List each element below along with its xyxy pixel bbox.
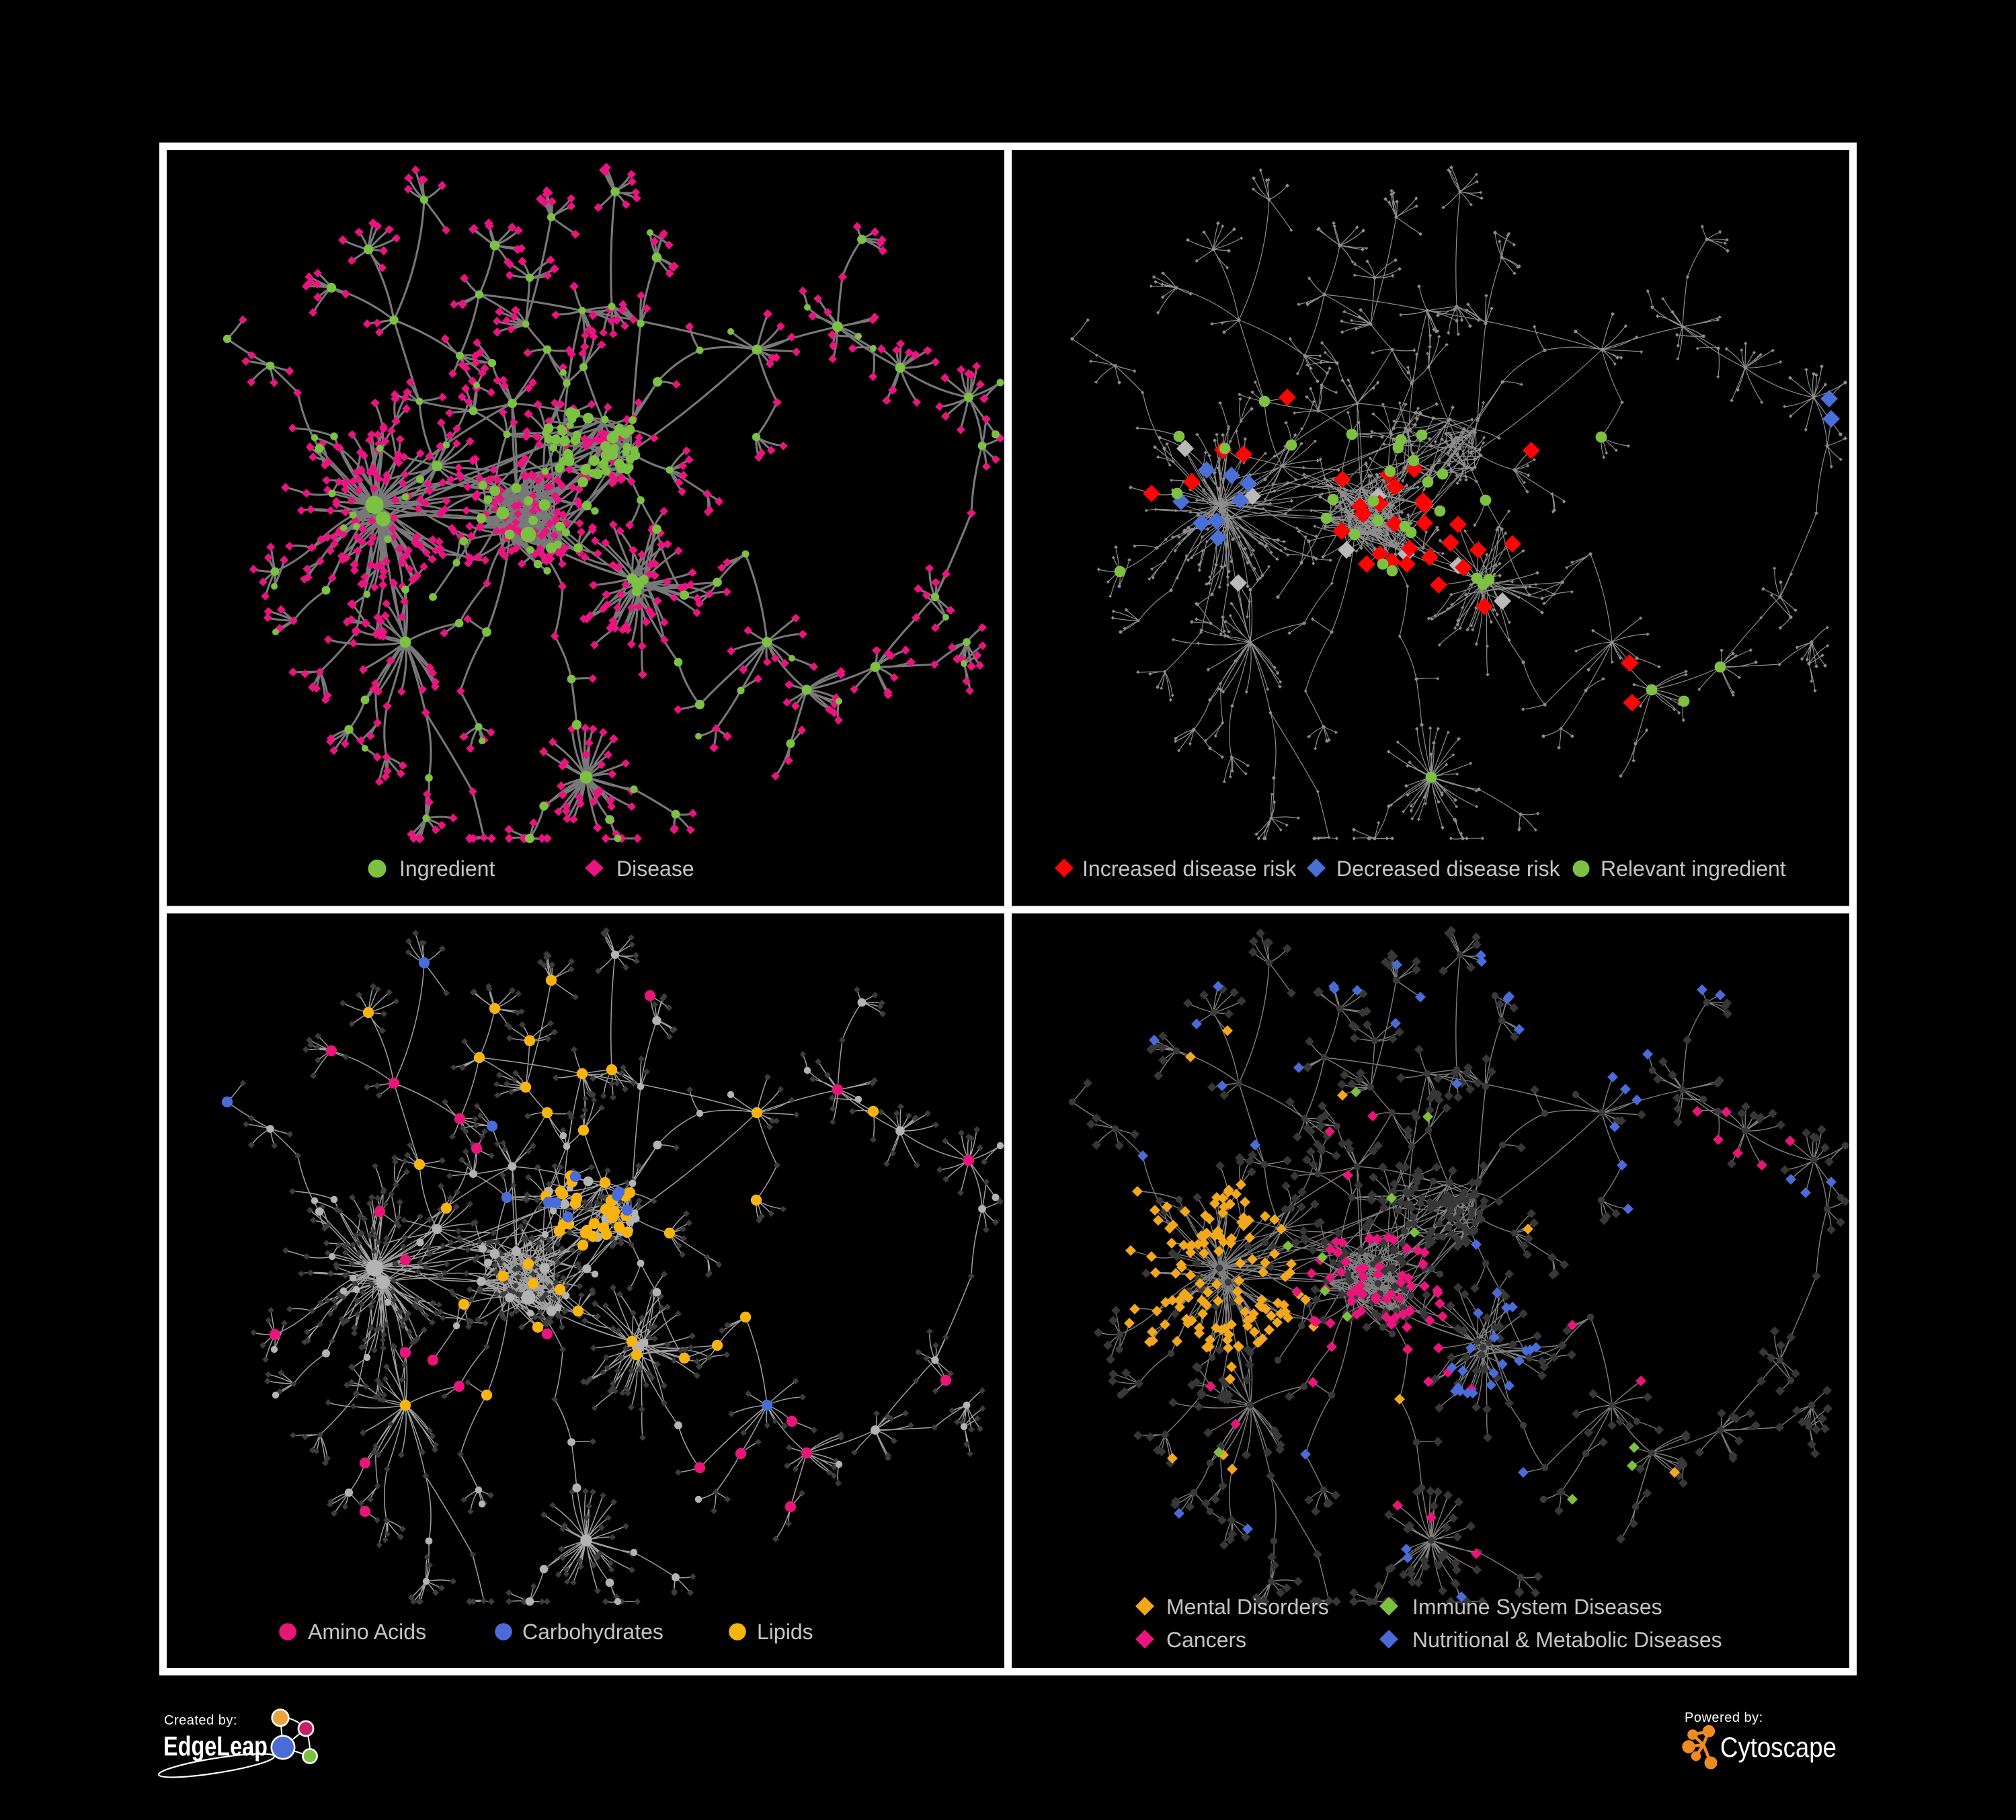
svg-text:EdgeLeap: EdgeLeap	[163, 1731, 268, 1762]
svg-text:Increased disease risk: Increased disease risk	[1082, 857, 1297, 881]
svg-text:Cancers: Cancers	[1166, 1628, 1246, 1652]
svg-text:Powered by:: Powered by:	[1685, 1710, 1763, 1725]
svg-text:Cytoscape: Cytoscape	[1720, 1731, 1837, 1763]
svg-text:Disease: Disease	[616, 857, 694, 881]
svg-text:Relevant ingredient: Relevant ingredient	[1601, 857, 1786, 881]
svg-text:Nutritional & Metabolic Diseas: Nutritional & Metabolic Diseases	[1412, 1628, 1722, 1652]
svg-text:Decreased disease risk: Decreased disease risk	[1336, 857, 1561, 881]
svg-text:Ingredient: Ingredient	[399, 857, 495, 881]
svg-text:Lipids: Lipids	[757, 1620, 813, 1644]
svg-text:Amino Acids: Amino Acids	[308, 1620, 426, 1644]
svg-text:Mental Disorders: Mental Disorders	[1166, 1595, 1329, 1619]
svg-text:Created by:: Created by:	[164, 1713, 237, 1728]
svg-text:Carbohydrates: Carbohydrates	[522, 1620, 663, 1644]
svg-text:Immune System Diseases: Immune System Diseases	[1412, 1595, 1662, 1619]
